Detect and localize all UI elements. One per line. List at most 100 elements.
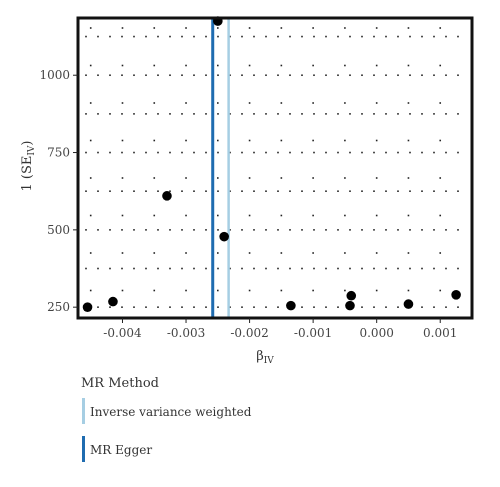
x-tick-label: -0.002 [230, 326, 268, 340]
grid-dot [313, 306, 315, 308]
grid-dot [409, 190, 411, 192]
grid-dot [373, 306, 375, 308]
grid-dot [157, 229, 159, 231]
grid-dot [153, 289, 156, 292]
grid-dot [253, 35, 255, 38]
grid-dot [248, 64, 251, 67]
grid-dot [121, 27, 124, 29]
grid-dot [121, 139, 124, 142]
grid-dot [265, 74, 267, 77]
grid-dot [433, 74, 435, 77]
grid-dot [241, 113, 243, 115]
grid-dot [145, 306, 147, 308]
grid-dot [312, 64, 314, 67]
grid-dot [289, 190, 291, 192]
grid-dot [229, 229, 231, 231]
grid-dot [445, 267, 447, 270]
y-tick-label: 500 [47, 223, 70, 237]
grid-dot [185, 27, 187, 29]
grid-dot [439, 27, 442, 29]
grid-dot [433, 151, 435, 154]
grid-dot [337, 35, 339, 38]
grid-dot [265, 190, 267, 192]
grid-dot [185, 177, 187, 179]
grid-dot [217, 102, 219, 104]
grid-dot [397, 229, 399, 231]
grid-dot [85, 35, 87, 38]
grid-dot [397, 35, 399, 38]
grid-dot [85, 113, 87, 115]
grid-dot [133, 151, 135, 154]
x-axis-label-sub: IV [264, 356, 275, 366]
grid-dot [181, 113, 183, 115]
grid-dot [121, 151, 123, 154]
grid-dot [169, 267, 171, 270]
grid-dot [89, 102, 92, 104]
grid-dot [385, 229, 387, 231]
grid-dot [373, 151, 375, 154]
grid-dot [248, 102, 251, 104]
grid-dot [97, 190, 99, 192]
grid-dot [265, 306, 267, 308]
grid-dot [421, 113, 423, 115]
grid-dot [373, 229, 375, 231]
grid-dot [89, 214, 92, 217]
grid-dot [312, 289, 314, 292]
grid-dot [421, 74, 423, 77]
grid-dot [344, 64, 346, 67]
grid-dot [421, 267, 423, 270]
grid-dot [337, 74, 339, 77]
grid-dot [241, 151, 243, 154]
grid-dot [193, 306, 195, 308]
grid-dot [280, 102, 283, 104]
grid-dot [241, 190, 243, 192]
data-point [219, 231, 229, 242]
grid-dot [169, 113, 171, 115]
grid-dot [265, 35, 267, 38]
grid-dot [193, 74, 195, 77]
grid-dot [85, 151, 87, 154]
grid-dot [397, 113, 399, 115]
grid-dot [185, 64, 187, 67]
grid-dot [344, 214, 346, 217]
grid-dot [248, 252, 251, 254]
data-point [345, 300, 355, 311]
grid-dot [337, 306, 339, 308]
grid-dot [385, 113, 387, 115]
grid-dot [248, 289, 251, 292]
grid-dot [409, 267, 411, 270]
data-point [403, 299, 414, 309]
grid-dot [439, 64, 442, 67]
grid-dot [153, 252, 156, 254]
grid-dot [313, 151, 315, 154]
grid-dot [385, 74, 387, 77]
grid-dot [445, 190, 447, 192]
grid-dot [289, 267, 291, 270]
grid-dot [277, 113, 279, 115]
grid-dot [421, 306, 423, 308]
grid-dot [433, 229, 435, 231]
grid-dot [457, 74, 459, 77]
grid-dot [301, 306, 303, 308]
grid-dot [344, 102, 346, 104]
grid-dot [85, 190, 87, 192]
grid-dot [312, 27, 314, 29]
grid-dot [217, 267, 219, 270]
grid-dot [181, 267, 183, 270]
grid-dot [217, 289, 219, 292]
grid-dot [97, 35, 99, 38]
grid-dot [193, 151, 195, 154]
data-point [82, 302, 93, 312]
grid-dot [253, 190, 255, 192]
grid-dot [169, 35, 171, 38]
grid-dot [85, 229, 87, 231]
grid-dot [181, 306, 183, 308]
grid-dot [109, 267, 111, 270]
grid-dot [121, 102, 124, 104]
grid-dot [97, 74, 99, 77]
grid-dot [325, 35, 327, 38]
grid-dot [109, 74, 111, 77]
grid-dot [193, 267, 195, 270]
grid-dot [439, 214, 442, 217]
data-point [108, 296, 118, 307]
